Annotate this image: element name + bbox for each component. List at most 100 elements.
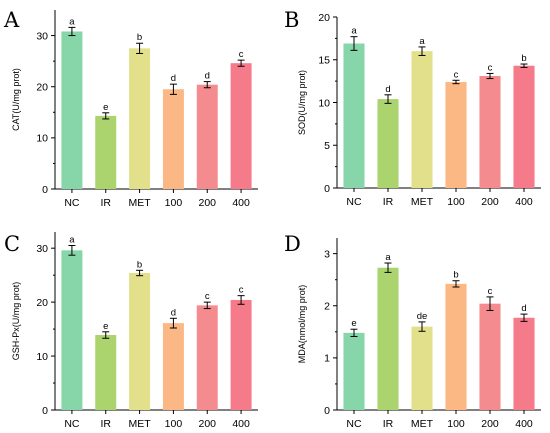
y-axis-title: SOD(U/mg prot)	[297, 70, 307, 135]
x-tick-label: 400	[515, 196, 533, 208]
y-axis-title: MDA(nmol/mg prot)	[297, 285, 307, 364]
bar-met	[411, 326, 433, 410]
y-axis-title: GSH-Px(U/mg prot)	[11, 282, 21, 361]
y-axis-title: CAT(U/mg prot)	[11, 68, 21, 131]
x-tick-label: IR	[101, 418, 112, 430]
y-tick-label: 20	[36, 82, 48, 94]
x-tick-label: MET	[128, 197, 151, 209]
y-tick-label: 30	[36, 243, 48, 255]
bar-ir	[95, 335, 117, 410]
y-tick-label: 15	[318, 55, 330, 67]
x-tick-label: 100	[447, 418, 465, 430]
y-tick-label: 20	[318, 12, 330, 24]
chart-panel-b: B 0 5 10 15 20 SOD(U/mg prot) a NC d IR a MET c 100 c 20…	[284, 8, 541, 208]
x-tick-label: IR	[383, 196, 394, 208]
y-tick-label: 0	[324, 405, 330, 417]
x-tick-label: 200	[481, 196, 499, 208]
x-tick-label: 200	[198, 418, 216, 430]
x-tick-label: 200	[198, 197, 216, 209]
x-tick-label: 200	[481, 418, 499, 430]
panel-letter: D	[284, 232, 301, 256]
bar-nc	[343, 332, 365, 410]
y-tick-label: 30	[36, 30, 48, 42]
significance-label: c	[488, 286, 493, 297]
x-tick-label: NC	[346, 196, 362, 208]
bar-200	[196, 84, 218, 189]
x-tick-label: 100	[165, 418, 183, 430]
significance-label: c	[488, 62, 493, 73]
x-tick-label: 400	[515, 418, 533, 430]
x-tick-label: NC	[346, 418, 362, 430]
x-tick-label: MET	[128, 418, 151, 430]
significance-label: a	[69, 16, 75, 27]
significance-label: c	[205, 291, 210, 302]
bar-100	[162, 323, 184, 410]
significance-label: b	[137, 32, 142, 43]
chart-panel-c: C 0 10 20 30 GSH-Px(U/mg prot) a NC e IR b MET d 100 c…	[4, 232, 258, 430]
bar-nc	[61, 250, 83, 410]
significance-label: c	[239, 49, 244, 60]
significance-label: d	[171, 307, 176, 318]
x-tick-label: NC	[64, 418, 80, 430]
x-tick-label: IR	[383, 418, 394, 430]
bar-200	[196, 305, 218, 410]
bar-ir	[377, 99, 399, 188]
chart-panel-d: D 0 1 2 3 MDA(nmol/mg prot) e NC a IR de MET b 100 c 20…	[284, 232, 541, 430]
significance-label: e	[351, 318, 356, 329]
bar-100	[162, 89, 184, 189]
y-tick-label: 20	[36, 297, 48, 309]
x-tick-label: MET	[411, 418, 434, 430]
significance-label: c	[454, 69, 459, 80]
y-tick-label: 0	[42, 405, 48, 417]
significance-label: a	[351, 26, 357, 37]
x-tick-label: 400	[232, 197, 250, 209]
bar-400	[230, 63, 252, 190]
significance-label: b	[137, 259, 142, 270]
y-tick-label: 1	[324, 353, 330, 365]
bar-200	[479, 303, 501, 410]
y-tick-label: 0	[324, 183, 330, 195]
significance-label: c	[239, 285, 244, 296]
y-tick-label: 10	[318, 97, 330, 109]
significance-label: e	[103, 321, 108, 332]
bar-met	[129, 272, 151, 410]
bar-400	[513, 65, 535, 188]
bar-400	[513, 317, 535, 410]
bar-met	[129, 48, 151, 189]
significance-label: b	[453, 270, 458, 281]
y-tick-label: 10	[36, 133, 48, 145]
bar-400	[230, 299, 252, 410]
significance-label: a	[69, 234, 75, 245]
y-tick-label: 5	[324, 140, 330, 152]
bar-ir	[95, 115, 117, 189]
chart-panel-a: A 0 10 20 30 CAT(U/mg prot) a NC e IR b MET d 100 d 200…	[3, 8, 258, 209]
y-tick-label: 3	[324, 248, 330, 260]
bar-100	[445, 81, 467, 188]
y-tick-label: 2	[324, 301, 330, 313]
bar-nc	[61, 31, 83, 190]
bar-met	[411, 51, 433, 189]
y-tick-label: 10	[36, 351, 48, 363]
x-tick-label: 100	[447, 196, 465, 208]
x-tick-label: NC	[64, 197, 80, 209]
significance-label: a	[419, 36, 425, 47]
significance-label: d	[205, 71, 210, 82]
significance-label: de	[417, 311, 428, 322]
x-tick-label: IR	[101, 197, 112, 209]
panel-letter: A	[3, 8, 20, 32]
y-tick-label: 0	[42, 184, 48, 196]
x-tick-label: MET	[411, 196, 434, 208]
significance-label: e	[103, 102, 108, 113]
bar-200	[479, 75, 501, 188]
significance-label: d	[171, 73, 176, 84]
significance-label: a	[385, 252, 391, 263]
bar-100	[445, 283, 467, 410]
panel-letter: C	[4, 232, 20, 256]
significance-label: b	[521, 53, 526, 64]
significance-label: d	[521, 303, 526, 314]
bar-nc	[343, 43, 365, 188]
panel-letter: B	[284, 8, 299, 32]
x-tick-label: 100	[165, 197, 183, 209]
bar-ir	[377, 267, 399, 410]
